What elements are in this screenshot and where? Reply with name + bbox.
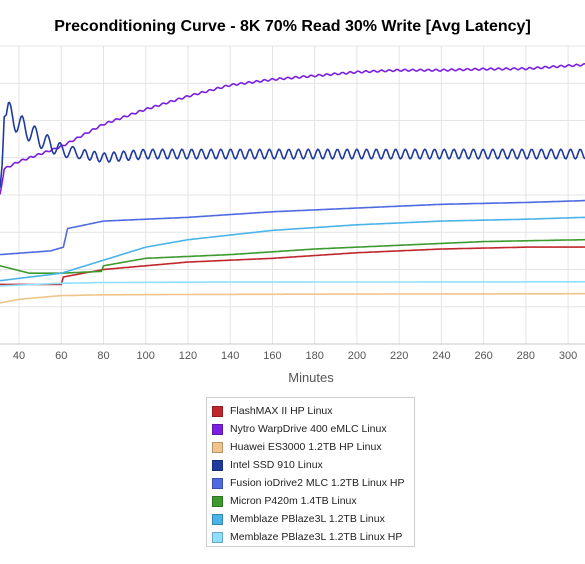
legend-label: Intel SSD 910 Linux: [230, 459, 323, 471]
series-line: [0, 292, 585, 304]
legend-label: Fusion ioDrive2 MLC 1.2TB Linux HP: [230, 477, 405, 489]
series-lines: [0, 63, 585, 304]
legend-item[interactable]: Nytro WarpDrive 400 eMLC Linux: [212, 420, 409, 438]
legend: FlashMAX II HP Linux Nytro WarpDrive 400 …: [206, 397, 415, 547]
legend-swatch: [212, 459, 223, 471]
legend-label: Memblaze PBlaze3L 1.2TB Linux: [230, 513, 385, 525]
series-line: [0, 63, 585, 195]
legend-label: Nytro WarpDrive 400 eMLC Linux: [230, 423, 387, 435]
legend-swatch: [212, 477, 223, 489]
legend-label: Micron P420m 1.4TB Linux: [230, 495, 357, 507]
legend-item[interactable]: Fusion ioDrive2 MLC 1.2TB Linux HP: [212, 474, 409, 492]
legend-swatch: [212, 441, 223, 453]
legend-item[interactable]: FlashMAX II HP Linux: [212, 402, 409, 420]
x-tick-label: 40: [13, 350, 25, 362]
legend-item[interactable]: Memblaze PBlaze3L 1.2TB Linux HP: [212, 528, 409, 546]
x-tick-label: 220: [390, 350, 408, 362]
x-tick-label: 280: [517, 350, 535, 362]
series-line: [0, 216, 585, 282]
series-line: [0, 199, 585, 256]
x-axis-title: Minutes: [288, 370, 334, 385]
legend-swatch: [212, 423, 223, 435]
legend-label: Memblaze PBlaze3L 1.2TB Linux HP: [230, 531, 403, 543]
legend-swatch: [212, 495, 223, 507]
series-line: [0, 238, 585, 274]
chart-title: Preconditioning Curve - 8K 70% Read 30% …: [54, 18, 531, 35]
legend-label: FlashMAX II HP Linux: [230, 405, 333, 417]
series-line: [0, 246, 585, 286]
x-tick-label: 180: [305, 350, 323, 362]
legend-label: Huawei ES3000 1.2TB HP Linux: [230, 441, 382, 453]
x-tick-label: 240: [432, 350, 450, 362]
series-line: [0, 101, 585, 188]
x-tick-label: 200: [348, 350, 366, 362]
x-tick-label: 60: [55, 350, 67, 362]
x-tick-label: 160: [263, 350, 281, 362]
legend-item[interactable]: Memblaze PBlaze3L 1.2TB Linux: [212, 510, 409, 528]
legend-item[interactable]: Huawei ES3000 1.2TB HP Linux: [212, 438, 409, 456]
legend-swatch: [212, 531, 223, 543]
x-tick-label: 80: [97, 350, 109, 362]
x-tick-label: 300: [559, 350, 577, 362]
x-tick-label: 120: [179, 350, 197, 362]
legend-item[interactable]: Intel SSD 910 Linux: [212, 456, 409, 474]
x-tick-labels: 40 60 80 100 120 140 160 180 200 220 240 260 280 300: [13, 350, 577, 362]
legend-item[interactable]: Micron P420m 1.4TB Linux: [212, 492, 409, 510]
legend-swatch: [212, 513, 223, 525]
x-tick-label: 140: [221, 350, 239, 362]
x-tick-label: 100: [137, 350, 155, 362]
series-line: [0, 281, 585, 287]
grid: [0, 45, 585, 345]
legend-swatch: [212, 405, 223, 417]
x-tick-label: 260: [474, 350, 492, 362]
